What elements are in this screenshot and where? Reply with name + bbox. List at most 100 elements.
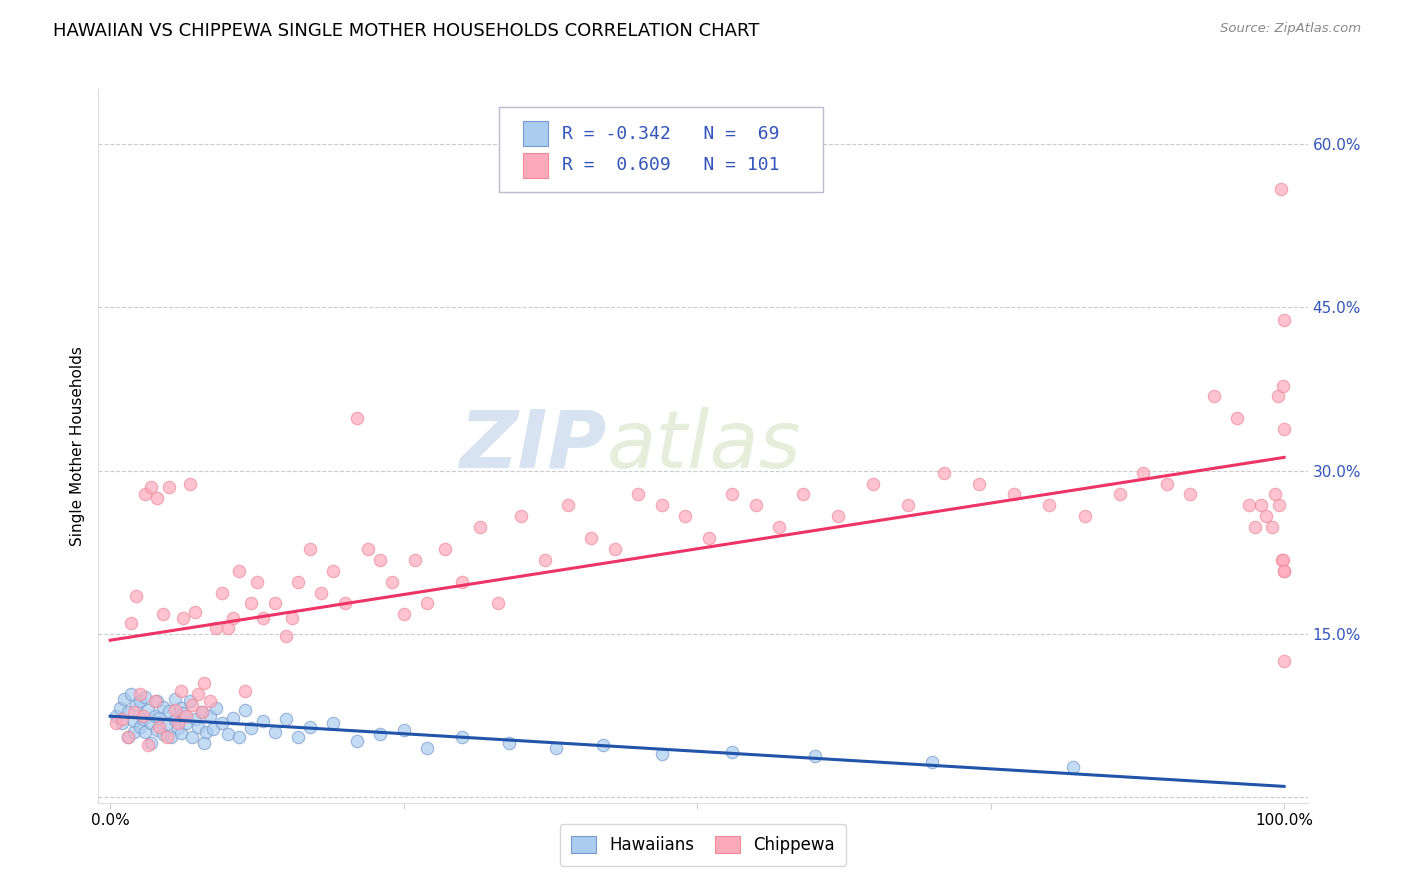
Point [167, 721, 190, 735]
Point [1073, 509, 1095, 524]
Point [128, 687, 150, 701]
Point [967, 476, 990, 491]
Point [134, 725, 156, 739]
Point [627, 487, 650, 501]
Point [204, 622, 226, 636]
Point [152, 607, 174, 622]
Point [112, 692, 135, 706]
Text: atlas: atlas [606, 407, 801, 485]
Point [132, 708, 155, 723]
Point [163, 692, 186, 706]
Point [228, 564, 250, 578]
Point [222, 610, 245, 624]
Point [198, 708, 221, 723]
Point [1261, 520, 1284, 534]
Point [141, 480, 163, 494]
Point [1108, 487, 1130, 501]
Point [181, 731, 204, 745]
Point [416, 596, 439, 610]
Point [195, 725, 218, 739]
Point [111, 712, 134, 726]
Point [897, 499, 920, 513]
Point [1180, 487, 1202, 501]
Point [557, 499, 579, 513]
Point [792, 487, 814, 501]
Point [204, 701, 226, 715]
Point [172, 706, 194, 721]
Point [1271, 553, 1294, 567]
Point [160, 731, 183, 745]
Text: HAWAIIAN VS CHIPPEWA SINGLE MOTHER HOUSEHOLDS CORRELATION CHART: HAWAIIAN VS CHIPPEWA SINGLE MOTHER HOUSE… [53, 22, 759, 40]
Point [827, 509, 849, 524]
Point [1062, 760, 1084, 774]
Point [233, 703, 256, 717]
Point [1038, 499, 1060, 513]
Text: R =  0.609   N = 101: R = 0.609 N = 101 [562, 156, 780, 174]
Point [246, 574, 269, 589]
Point [381, 574, 404, 589]
Point [128, 720, 150, 734]
Point [240, 721, 263, 735]
Point [202, 722, 225, 736]
Point [921, 756, 943, 770]
Legend: Hawaiians, Chippewa: Hawaiians, Chippewa [560, 824, 846, 866]
Point [745, 499, 768, 513]
Point [169, 726, 191, 740]
Point [1002, 487, 1025, 501]
Point [651, 747, 673, 761]
Point [105, 716, 128, 731]
Point [155, 731, 177, 745]
Point [311, 585, 333, 599]
Point [1243, 520, 1265, 534]
Point [157, 480, 180, 494]
Point [1256, 509, 1278, 524]
Point [1132, 466, 1154, 480]
Point [187, 720, 209, 734]
Point [198, 694, 221, 708]
Point [169, 701, 191, 715]
Point [125, 698, 148, 712]
Point [120, 615, 142, 630]
Point [281, 610, 304, 624]
Point [1272, 564, 1295, 578]
Point [134, 690, 156, 705]
Point [368, 727, 391, 741]
Point [146, 694, 169, 708]
Point [148, 720, 170, 734]
Point [1268, 499, 1291, 513]
Point [510, 509, 533, 524]
Point [298, 720, 321, 734]
Point [117, 731, 139, 745]
Point [132, 712, 155, 726]
Point [1272, 564, 1295, 578]
Point [1226, 411, 1249, 425]
Point [346, 733, 368, 747]
Point [152, 700, 174, 714]
Point [233, 683, 256, 698]
Point [1156, 476, 1178, 491]
Point [152, 727, 174, 741]
Point [252, 610, 274, 624]
Point [263, 725, 285, 739]
Point [143, 694, 166, 708]
Point [122, 706, 145, 720]
Point [134, 487, 156, 501]
Point [276, 712, 298, 726]
Point [721, 745, 744, 759]
Point [263, 596, 285, 610]
Point [768, 520, 790, 534]
Point [217, 622, 239, 636]
Point [451, 731, 474, 745]
Point [1202, 389, 1225, 403]
Point [125, 589, 148, 603]
Point [1272, 422, 1295, 436]
Point [333, 596, 356, 610]
Point [148, 711, 170, 725]
Point [163, 713, 186, 727]
Point [803, 748, 825, 763]
Point [468, 520, 491, 534]
Text: ZIP: ZIP [458, 407, 606, 485]
Point [1264, 487, 1286, 501]
Point [193, 736, 215, 750]
Point [240, 596, 263, 610]
